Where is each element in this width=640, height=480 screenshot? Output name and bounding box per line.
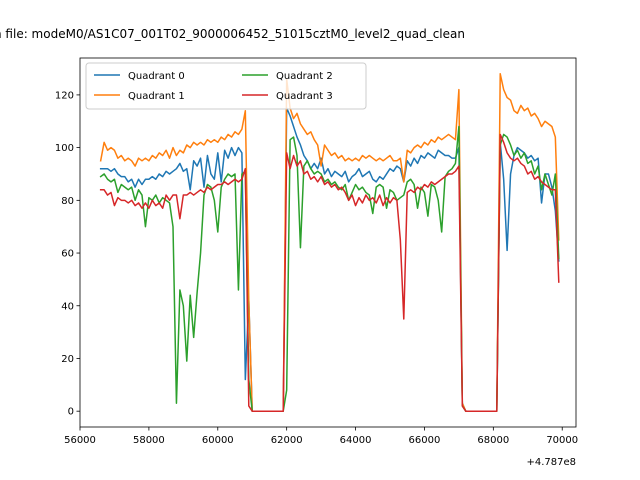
- x-tick-label: 60000: [202, 435, 234, 446]
- y-tick-label: 120: [55, 90, 74, 101]
- y-tick-label: 60: [61, 249, 74, 260]
- series-layer: [99, 73, 560, 412]
- chart-title: n file: modeM0/AS1C07_001T02_9000006452_…: [0, 27, 465, 41]
- x-axis-offset-label: +4.787e8: [526, 457, 576, 468]
- legend-label-3: Quadrant 3: [276, 91, 333, 102]
- y-tick-label: 40: [61, 301, 74, 312]
- x-tick-label: 70000: [546, 435, 578, 446]
- x-tick-label: 62000: [271, 435, 303, 446]
- series-line-3: [99, 133, 560, 412]
- y-tick-label: 0: [68, 407, 74, 418]
- x-tick-label: 68000: [477, 435, 509, 446]
- legend-label-0: Quadrant 0: [128, 71, 185, 82]
- x-tick-label: 66000: [409, 435, 441, 446]
- x-tick-label: 58000: [133, 435, 165, 446]
- legend-label-1: Quadrant 1: [128, 91, 185, 102]
- y-tick-label: 80: [61, 196, 74, 207]
- x-tick-label: 64000: [340, 435, 372, 446]
- x-tick-label: 56000: [64, 435, 96, 446]
- axes-layer: 56000 58000 60000 62000 64000 66000 68000 70000…: [55, 57, 578, 446]
- legend: Quadrant 0 Quadrant 1 Quadrant 2 Quadrant 3: [85, 62, 367, 110]
- legend-box: [85, 62, 367, 110]
- legend-label-2: Quadrant 2: [276, 71, 333, 82]
- y-tick-label: 100: [55, 143, 74, 154]
- y-tick-label: 20: [61, 354, 74, 365]
- axes-frame: [79, 57, 577, 428]
